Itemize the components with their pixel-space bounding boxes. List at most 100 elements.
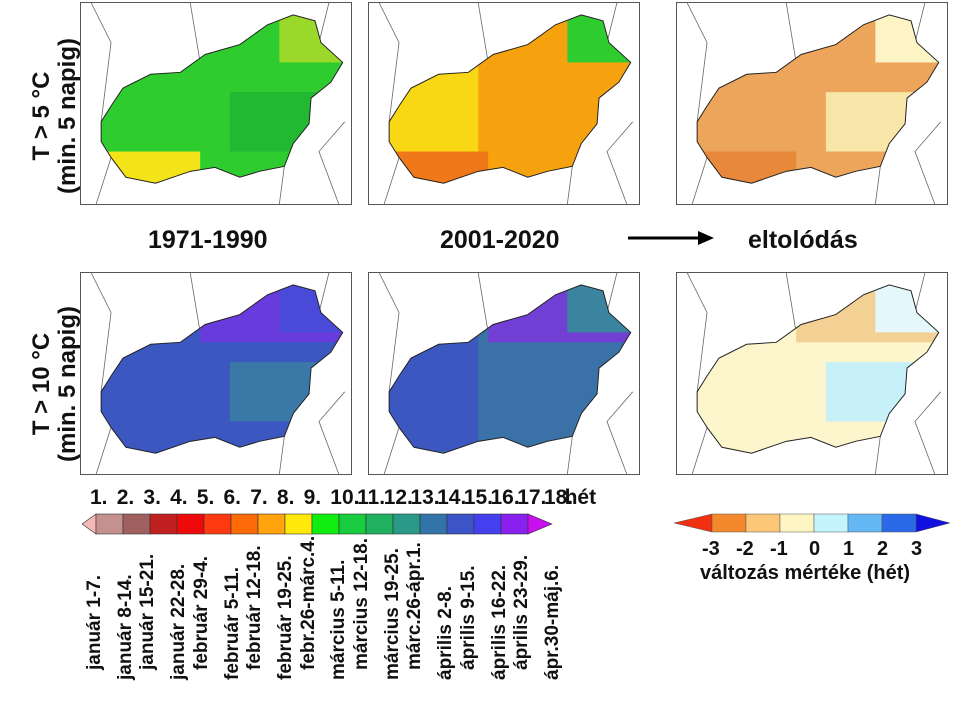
week-swatch: [446, 513, 475, 535]
week-date-label: március 5-11.: [328, 559, 350, 680]
row-label-t10: T > 10 °C (min. 5 napig): [28, 279, 81, 489]
row-label-line1: T > 5 °C: [28, 71, 55, 161]
map-region: [279, 14, 343, 63]
week-swatch: [392, 513, 421, 535]
map-panel: [368, 2, 640, 205]
row-label-line1: T > 10 °C: [28, 332, 55, 436]
map-region: [567, 284, 631, 333]
week-unit-label: hét: [564, 486, 597, 509]
week-swatch: [500, 513, 529, 535]
week-swatch: [257, 513, 286, 535]
map-panel: [80, 2, 352, 205]
row-label-line2: (min. 5 napig): [54, 306, 81, 462]
map-panel: [80, 272, 352, 475]
week-number: 13.: [410, 486, 440, 509]
period-label-shift: eltolódás: [748, 226, 858, 254]
week-swatch: [473, 513, 502, 535]
row-label-t5: T > 5 °C (min. 5 napig): [28, 11, 81, 221]
week-swatch: [122, 513, 151, 535]
change-tick-label: -1: [770, 538, 788, 560]
week-number: 6.: [223, 486, 242, 509]
week-swatch: [230, 513, 259, 535]
hungary-outline: [696, 284, 940, 454]
week-number: 14.: [437, 486, 467, 509]
change-tick-label: -3: [702, 538, 720, 560]
week-swatch: [176, 513, 205, 535]
week-number: 17.: [517, 486, 547, 509]
border-line: [90, 273, 346, 474]
week-number: 3.: [143, 486, 161, 509]
week-number: 16.: [490, 486, 520, 509]
week-swatch: [82, 513, 97, 535]
week-swatch: [203, 513, 232, 535]
week-date-label: március 12-18.: [351, 537, 372, 670]
border-line: [90, 3, 346, 204]
week-date-label: ápr.30-máj.6.: [541, 564, 563, 680]
change-swatch: [881, 513, 917, 533]
period-label-1971-1990: 1971-1990: [148, 226, 268, 254]
week-number: 10.: [330, 486, 360, 509]
week-swatch: [95, 513, 124, 535]
change-swatch: [847, 513, 883, 533]
map-region: [389, 151, 489, 184]
map-region: [389, 332, 479, 452]
week-number: 2.: [116, 486, 135, 509]
week-swatch: [365, 513, 394, 535]
change-swatch: [674, 513, 713, 533]
change-tick-label: 1: [843, 538, 855, 560]
change-tick-label: -2: [736, 538, 754, 560]
week-date-label: február 19-25.: [274, 555, 296, 680]
change-swatch: [711, 513, 747, 533]
week-number: 9.: [303, 486, 322, 509]
week-swatch: [419, 513, 448, 535]
week-swatch: [149, 513, 178, 535]
change-swatch: [915, 513, 951, 533]
week-date-label: márc.26-ápr.1.: [404, 542, 426, 670]
map-region: [567, 14, 631, 63]
change-tick-label: 2: [877, 538, 889, 560]
week-number: 11.: [357, 486, 386, 509]
week-date-label: április 16-22.: [488, 564, 510, 680]
week-number: 5.: [196, 486, 215, 509]
week-date-label: április 9-15.: [457, 565, 479, 670]
border-line: [378, 3, 634, 204]
week-date-label: január 15-21.: [137, 553, 159, 670]
week-date-label: január 22-28.: [168, 563, 190, 680]
week-number: 7.: [250, 486, 268, 509]
map-region: [697, 151, 797, 184]
week-date-label: március 19-25.: [381, 547, 403, 680]
map-region: [825, 362, 939, 422]
map-panel: [676, 272, 948, 475]
row-label-line2: (min. 5 napig): [54, 38, 81, 194]
week-number: 12.: [383, 486, 413, 509]
map-region: [101, 151, 201, 184]
period-label-2001-2020: 2001-2020: [440, 226, 560, 254]
week-date-label: április 2-8.: [435, 586, 457, 680]
map-region: [229, 362, 343, 422]
week-date-label: január 1-7.: [84, 574, 105, 670]
week-date-label: április 23-29.: [511, 554, 533, 670]
week-number: 4.: [170, 486, 188, 509]
map-region: [825, 92, 939, 152]
hungary-outline: [388, 14, 632, 184]
week-number: 18.: [543, 486, 574, 509]
week-swatch: [284, 513, 313, 535]
hungary-outline: [100, 284, 344, 454]
week-colorbar: [82, 513, 553, 535]
map-region: [229, 92, 343, 152]
change-colorbar-label: változás mértéke (hét): [700, 562, 911, 584]
map-region: [875, 14, 939, 63]
border-line: [686, 273, 942, 474]
week-number: 15.: [463, 486, 493, 509]
change-tick-label: 0: [809, 538, 821, 560]
change-swatch: [745, 513, 781, 533]
arrow-icon: [628, 231, 714, 245]
hungary-outline: [388, 284, 632, 454]
week-date-label: január 8-14.: [114, 574, 136, 680]
border-line: [378, 273, 634, 474]
hungary-outline: [696, 14, 940, 184]
week-date-label: február 5-11.: [221, 567, 243, 680]
week-swatch: [527, 513, 553, 535]
week-number: 1.: [90, 486, 108, 509]
map-region: [279, 284, 343, 333]
